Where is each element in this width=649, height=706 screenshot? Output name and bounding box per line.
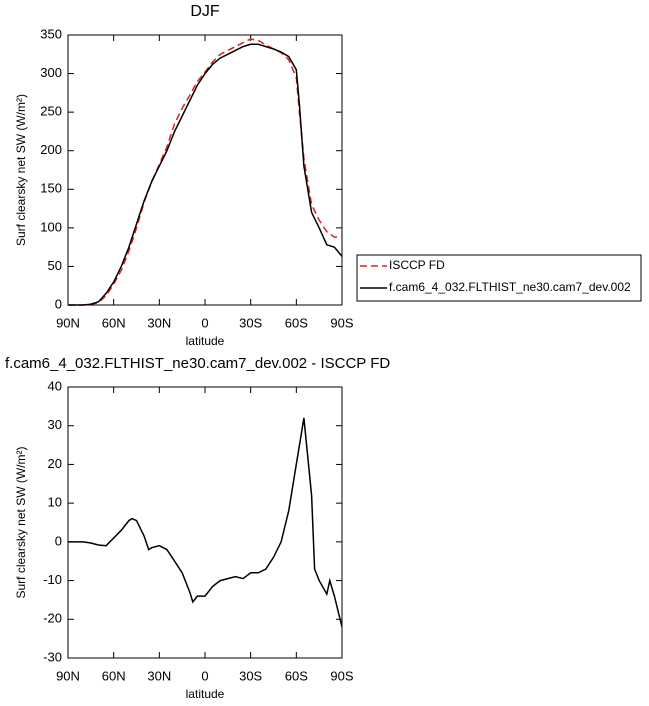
x-tick-label: 90N (56, 668, 80, 683)
x-tick-label: 60N (102, 668, 126, 683)
chart-title: f.cam6_4_032.FLTHIST_ne30.cam7_dev.002 -… (5, 355, 390, 372)
y-axis-label: Surf clearsky net SW (W/m²) (14, 94, 28, 246)
x-tick-label: 30N (147, 315, 171, 330)
y-tick-label: 20 (48, 456, 62, 471)
y-tick-label: 150 (40, 181, 62, 196)
plot-frame (67, 386, 343, 659)
y-tick-label: -30 (43, 649, 62, 664)
y-tick-label: 30 (48, 417, 62, 432)
y-tick-label: 100 (40, 219, 62, 234)
x-tick-label: 90S (330, 668, 353, 683)
y-tick-label: 350 (40, 26, 62, 41)
x-tick-label: 60N (102, 315, 126, 330)
data-line (68, 43, 343, 306)
legend-label: ISCCP FD (389, 258, 445, 272)
y-tick-label: 0 (55, 533, 62, 548)
y-tick-label: 250 (40, 104, 62, 119)
x-tick-label: 90N (56, 315, 80, 330)
y-tick-label: 10 (48, 495, 62, 510)
x-tick-label: 60S (285, 668, 308, 683)
legend-label: f.cam6_4_032.FLTHIST_ne30.cam7_dev.002 (389, 280, 631, 294)
x-tick-label: 0 (201, 315, 208, 330)
y-tick-label: 40 (48, 378, 62, 393)
y-tick-label: 0 (55, 296, 62, 311)
x-tick-label: 60S (285, 315, 308, 330)
x-tick-label: 30N (147, 668, 171, 683)
y-tick-label: -10 (43, 572, 62, 587)
plot-frame (67, 34, 343, 306)
x-tick-label: 90S (330, 315, 353, 330)
data-line (68, 38, 342, 306)
x-axis-label: latitude (186, 334, 225, 348)
legend-box (356, 254, 642, 302)
x-axis-label: latitude (186, 687, 225, 701)
x-tick-label: 0 (201, 668, 208, 683)
x-tick-label: 30S (239, 668, 262, 683)
y-tick-label: 200 (40, 142, 62, 157)
y-tick-label: 50 (48, 258, 62, 273)
y-axis-label: Surf clearsky net SW (W/m²) (14, 446, 28, 598)
y-tick-label: 300 (40, 65, 62, 80)
chart-title: DJF (190, 3, 220, 20)
x-tick-label: 30S (239, 315, 262, 330)
data-line (68, 417, 343, 628)
y-tick-label: -20 (43, 611, 62, 626)
